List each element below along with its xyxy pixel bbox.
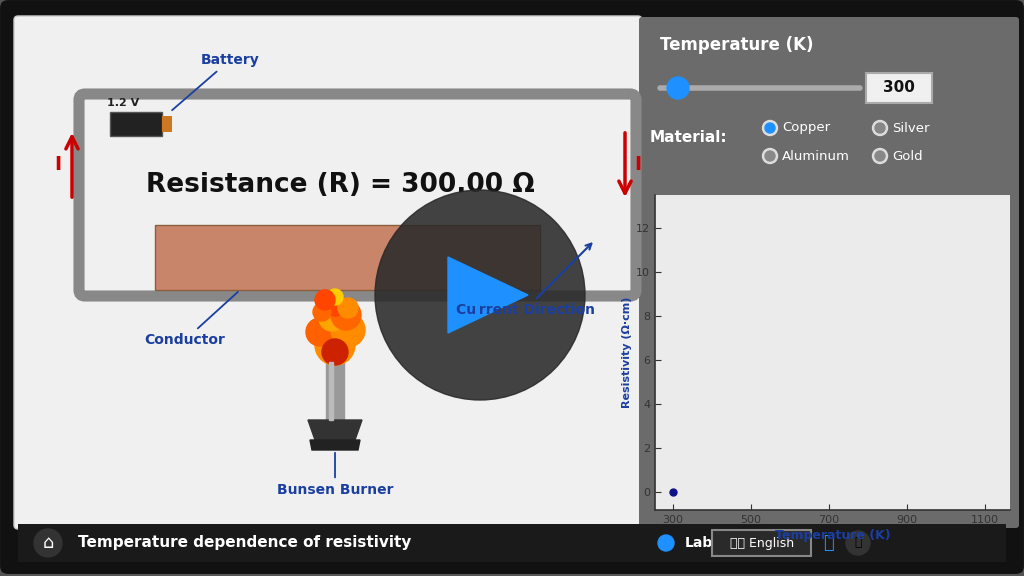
Bar	[155, 225, 540, 290]
Text: Temperature (K): Temperature (K)	[660, 36, 813, 54]
Text: I: I	[54, 156, 61, 175]
Circle shape	[765, 123, 775, 133]
Text: Cu rrent Direction: Cu rrent Direction	[456, 244, 595, 317]
Text: Silver: Silver	[892, 122, 930, 135]
Text: Label: Label	[685, 536, 727, 550]
Bar	[110, 112, 162, 136]
Circle shape	[319, 305, 345, 331]
Text: Aluminum: Aluminum	[782, 150, 850, 162]
Polygon shape	[308, 420, 362, 440]
FancyBboxPatch shape	[14, 16, 642, 529]
Text: Temperature dependence of resistivity: Temperature dependence of resistivity	[78, 536, 412, 551]
Circle shape	[658, 535, 674, 551]
Circle shape	[306, 318, 334, 346]
Polygon shape	[326, 362, 344, 420]
Text: ⌂: ⌂	[42, 534, 53, 552]
Polygon shape	[329, 362, 333, 420]
FancyBboxPatch shape	[639, 17, 1019, 528]
Text: Gold: Gold	[892, 150, 923, 162]
Circle shape	[331, 300, 361, 330]
Polygon shape	[310, 440, 360, 450]
Text: ⛶: ⛶	[822, 534, 834, 552]
Polygon shape	[449, 257, 528, 333]
Circle shape	[765, 151, 775, 161]
Text: Battery: Battery	[172, 53, 259, 110]
Circle shape	[874, 123, 885, 133]
Circle shape	[34, 529, 62, 557]
X-axis label: Temperature (K): Temperature (K)	[775, 529, 890, 542]
Text: Material:: Material:	[650, 131, 728, 146]
Text: 🇬🇧 English: 🇬🇧 English	[730, 536, 794, 550]
Bar	[18, 524, 1006, 562]
Bar	[162, 116, 172, 132]
Circle shape	[846, 531, 870, 555]
Circle shape	[327, 289, 343, 305]
Text: Bunsen Burner: Bunsen Burner	[276, 453, 393, 497]
Text: Copper: Copper	[782, 122, 830, 135]
Circle shape	[874, 151, 885, 161]
Text: Resistance (R) = 300.00 Ω: Resistance (R) = 300.00 Ω	[145, 172, 535, 198]
Circle shape	[763, 149, 777, 164]
Circle shape	[322, 339, 348, 365]
Circle shape	[313, 303, 331, 321]
Circle shape	[324, 294, 346, 316]
Circle shape	[315, 325, 355, 365]
FancyBboxPatch shape	[79, 94, 636, 296]
Text: Conductor: Conductor	[144, 292, 238, 347]
Text: 300: 300	[883, 81, 914, 96]
Circle shape	[763, 120, 777, 135]
Circle shape	[667, 77, 689, 99]
FancyBboxPatch shape	[712, 530, 811, 556]
Y-axis label: Resistivity (Ω·cm): Resistivity (Ω·cm)	[622, 297, 632, 408]
FancyBboxPatch shape	[866, 73, 932, 103]
Circle shape	[872, 120, 888, 135]
Circle shape	[338, 298, 358, 318]
Circle shape	[315, 290, 335, 310]
Text: I: I	[635, 156, 642, 175]
Circle shape	[872, 149, 888, 164]
Circle shape	[331, 313, 365, 347]
Text: 📷: 📷	[854, 536, 862, 550]
Text: 1.2 V: 1.2 V	[106, 98, 139, 108]
Circle shape	[375, 190, 585, 400]
